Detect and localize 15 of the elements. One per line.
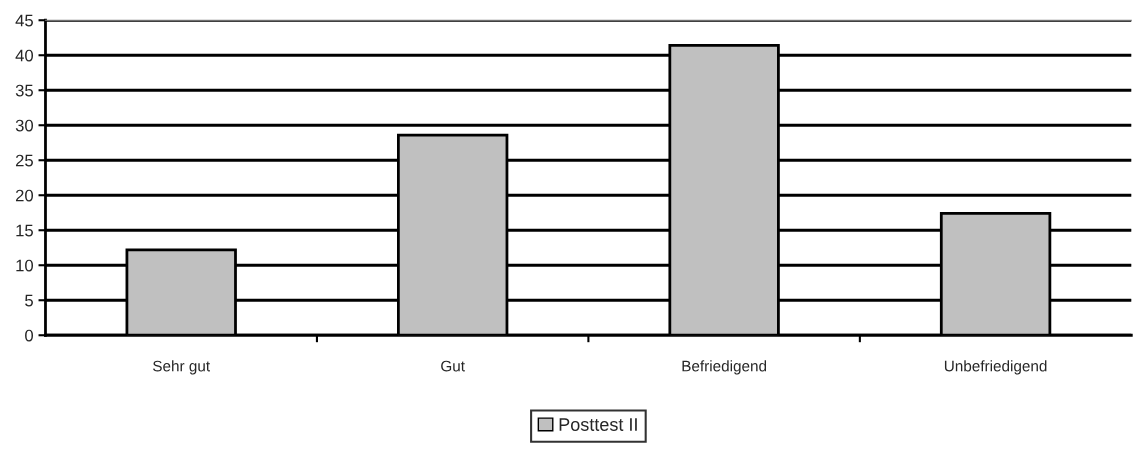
x-tick-label: Befriedigend — [682, 360, 767, 375]
y-tick-label: 25 — [15, 154, 33, 167]
legend-label: Posttest II — [559, 418, 637, 431]
y-tick-label: 15 — [16, 224, 33, 237]
y-tick-label: 10 — [16, 259, 34, 272]
x-tick-label: Gut — [441, 360, 465, 372]
y-tick-label: 45 — [15, 14, 33, 27]
y-tick-label: 0 — [25, 329, 34, 342]
y-tick-label: 40 — [15, 49, 34, 62]
y-tick-label: 30 — [15, 119, 34, 132]
y-tick-label: 5 — [25, 294, 33, 307]
y-tick-label: 20 — [15, 189, 34, 202]
y-tick-label: 35 — [15, 84, 33, 97]
x-tick-label: Sehr gut — [153, 360, 210, 375]
x-tick-label: Unbefriedigend — [944, 360, 1047, 375]
